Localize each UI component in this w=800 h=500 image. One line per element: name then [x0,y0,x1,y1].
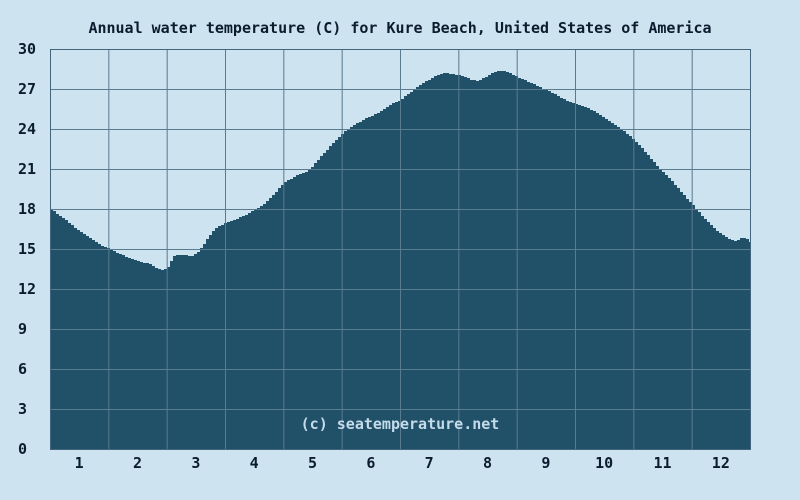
x-tick-label: 3 [191,454,201,472]
y-tick-label: 15 [18,240,37,258]
y-tick-label: 6 [18,360,28,378]
y-tick-label: 0 [18,440,28,458]
gridlines [50,49,751,450]
y-tick-label: 12 [18,280,37,298]
x-tick-label: 11 [653,454,672,472]
chart-title: Annual water temperature (C) for Kure Be… [88,19,712,37]
x-tick-label: 8 [482,454,493,472]
y-tick-label: 3 [18,400,28,418]
x-tick-label: 7 [424,454,434,472]
plot-frame [50,49,751,450]
y-tick-label: 30 [18,40,37,58]
y-tick-label: 21 [18,160,37,178]
x-tick-label: 2 [132,454,143,472]
y-tick-label: 18 [18,200,37,218]
y-tick-label: 27 [18,80,37,98]
x-tick-label: 9 [541,454,551,472]
x-tick-label: 4 [249,454,259,472]
x-tick-label: 12 [711,454,730,472]
watermark: (c) seatemperature.net [300,415,500,433]
y-tick-label: 9 [18,320,28,338]
x-tick-label: 5 [307,454,318,472]
x-tick-label: 1 [74,454,84,472]
x-tick-label: 6 [366,454,376,472]
x-tick-label: 10 [595,454,614,472]
y-tick-label: 24 [18,120,37,138]
